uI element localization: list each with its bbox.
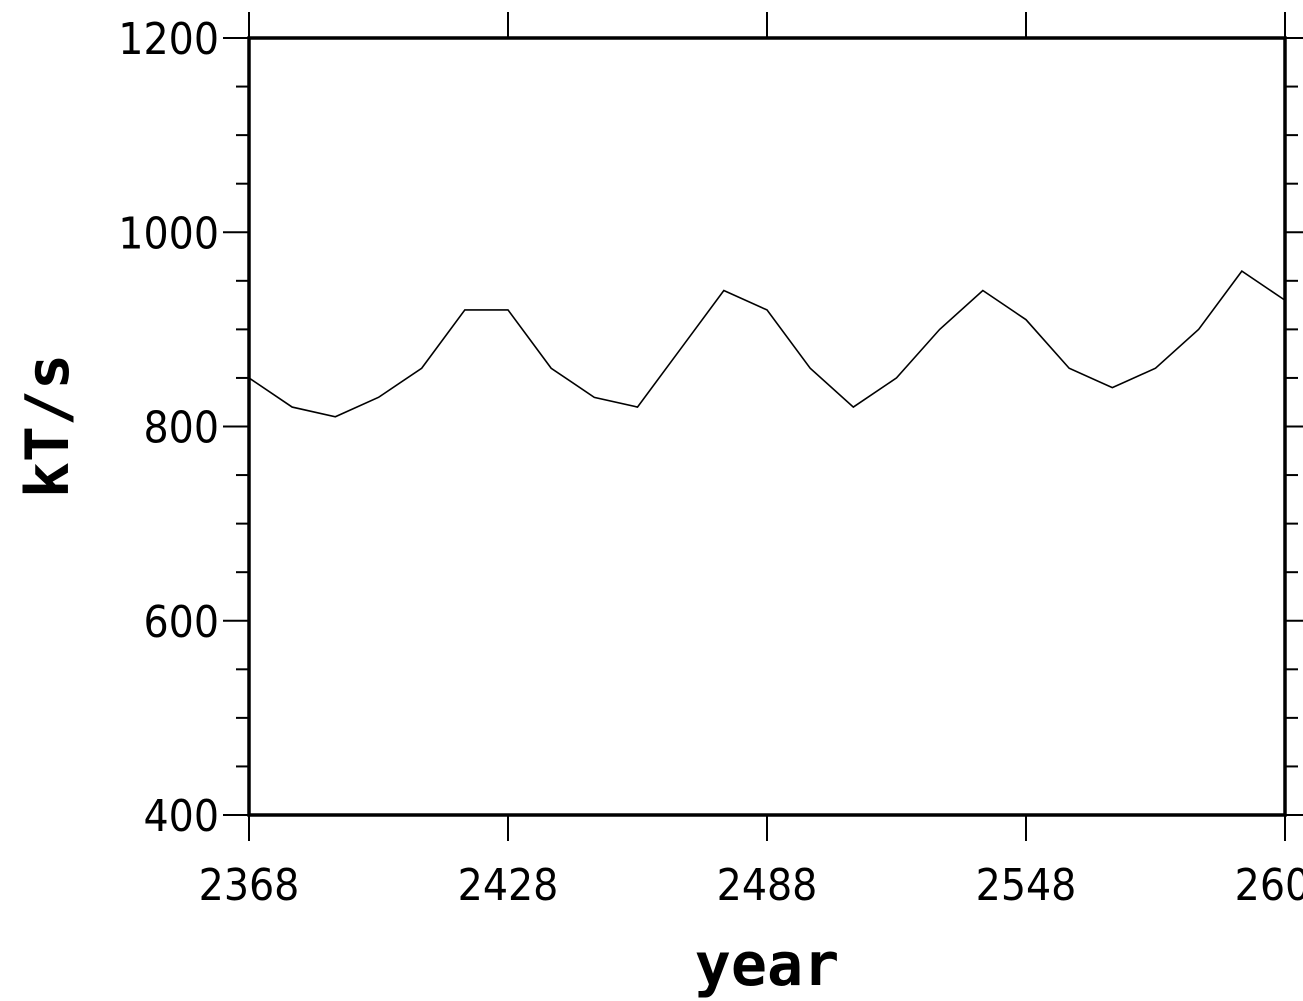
y-tick-label: 1200 (118, 14, 219, 65)
series-line-0 (248, 270, 1286, 418)
y-tick-label: 400 (143, 791, 219, 842)
plot-frame (247, 36, 1287, 817)
x-tick-label: 2608 (1235, 860, 1303, 911)
x-tick-label: 2428 (458, 860, 559, 911)
y-tick-label: 600 (143, 597, 219, 648)
series-group (248, 270, 1286, 418)
x-tick-label: 2488 (717, 860, 818, 911)
x-axis-title: year (695, 930, 840, 1000)
ticks-group (223, 12, 1303, 841)
y-axis-title: kT/s (13, 354, 83, 499)
y-tick-label: 800 (143, 403, 219, 454)
tick-labels-group: 400 600 800 1000 1200 2368 2428 2488 2548 2608 (118, 14, 1303, 911)
x-tick-label: 2368 (199, 860, 300, 911)
x-tick-label: 2548 (976, 860, 1077, 911)
y-tick-label: 1000 (118, 208, 219, 259)
